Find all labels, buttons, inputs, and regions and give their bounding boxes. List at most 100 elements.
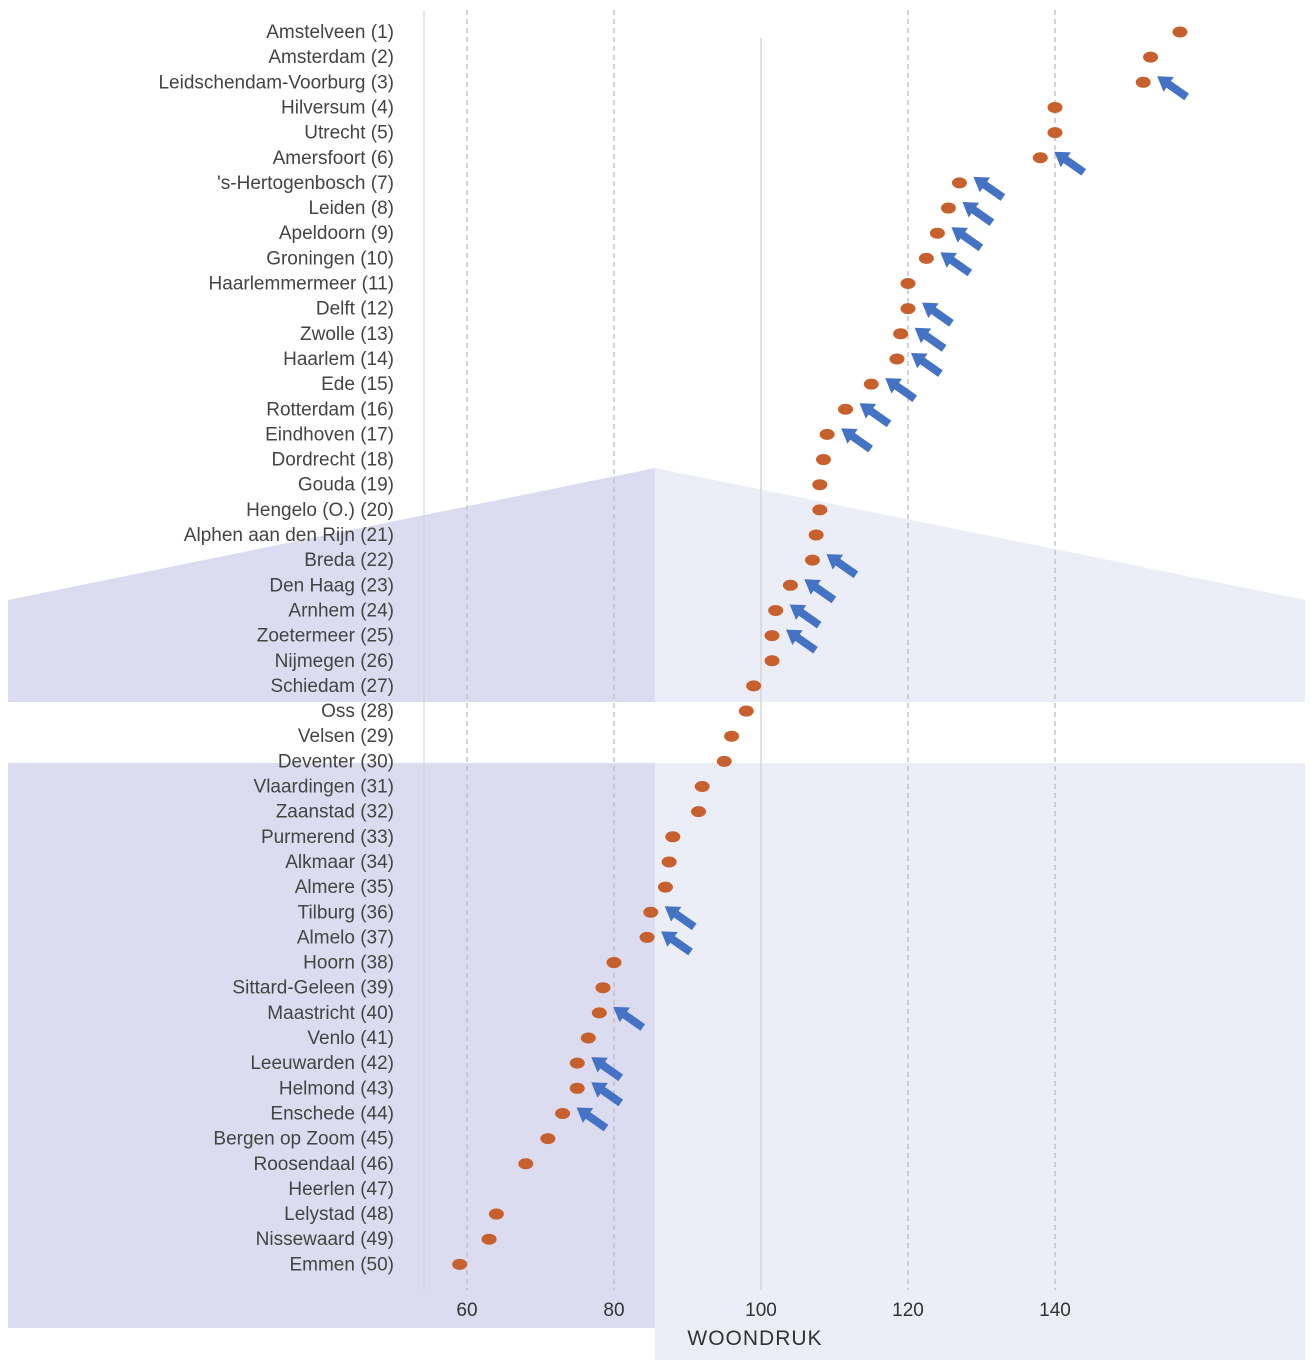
- category-label: Hilversum (4): [281, 97, 394, 118]
- data-point: [580, 1032, 596, 1044]
- data-point: [893, 328, 909, 340]
- data-point: [724, 730, 740, 742]
- data-point: [746, 680, 762, 692]
- data-point: [808, 529, 824, 541]
- data-point: [929, 227, 945, 239]
- highlight-arrow: [922, 302, 954, 327]
- x-axis-title: WOONDRUK: [687, 1327, 822, 1350]
- data-point: [694, 781, 710, 792]
- category-label: Amstelveen (1): [266, 22, 394, 43]
- category-label: Oss (28): [321, 701, 394, 722]
- category-label: Utrecht (5): [304, 123, 394, 144]
- category-label: Schiedam (27): [270, 676, 394, 697]
- highlight-arrow: [591, 1057, 624, 1082]
- background-bands: [8, 468, 1305, 1360]
- category-label: Haarlemmermeer (11): [209, 274, 394, 295]
- category-label: Roosendaal (46): [254, 1154, 394, 1175]
- data-point: [1047, 101, 1063, 113]
- data-point: [918, 252, 934, 264]
- data-point: [716, 755, 732, 767]
- highlight-arrow: [951, 227, 984, 252]
- category-label: Eindhoven (17): [265, 424, 394, 445]
- x-tick-label: 80: [603, 1300, 624, 1321]
- data-point: [691, 806, 707, 818]
- data-point: [900, 303, 916, 315]
- category-label: Zoetermeer (25): [257, 626, 394, 647]
- data-point: [900, 278, 916, 289]
- data-point: [665, 831, 681, 843]
- x-tick-label: 140: [1039, 1300, 1071, 1321]
- data-points: [452, 26, 1188, 1270]
- category-label: Haarlem (14): [283, 349, 394, 370]
- highlight-arrow: [664, 906, 697, 931]
- category-label: Arnhem (24): [288, 600, 394, 621]
- highlight-arrow: [591, 1082, 624, 1107]
- category-label: Amsterdam (2): [268, 47, 394, 68]
- x-tick-label: 60: [456, 1300, 477, 1321]
- highlight-arrow: [885, 378, 918, 403]
- x-tick-labels: 60 80 100 120 140: [456, 1300, 1070, 1321]
- category-label: Tilburg (36): [298, 902, 394, 923]
- data-point: [764, 655, 780, 667]
- band-lower-right: [655, 763, 1305, 1360]
- category-label: Ede (15): [321, 374, 394, 395]
- category-label: Den Haag (23): [269, 575, 394, 596]
- category-label: Gouda (19): [298, 475, 394, 496]
- category-label: Leiden (8): [308, 198, 394, 219]
- category-label: Helmond (43): [279, 1078, 394, 1099]
- data-point: [661, 856, 677, 868]
- data-point: [591, 1007, 607, 1019]
- category-label: Hoorn (38): [303, 953, 394, 974]
- highlight-arrow: [841, 428, 873, 453]
- category-label: Enschede (44): [270, 1103, 394, 1124]
- category-label: 's-Hertogenbosch (7): [217, 173, 394, 194]
- data-point: [518, 1158, 534, 1170]
- data-point: [540, 1133, 556, 1145]
- category-labels: Amstelveen (1) Amsterdam (2) Leidschendam-…: [158, 22, 394, 1275]
- highlight-arrow: [613, 1006, 646, 1031]
- data-point: [863, 378, 879, 390]
- category-label: Nijmegen (26): [275, 651, 394, 672]
- category-label: Bergen op Zoom (45): [213, 1129, 394, 1150]
- data-point: [555, 1107, 571, 1119]
- category-label: Rotterdam (16): [266, 399, 394, 420]
- category-label: Venlo (41): [307, 1028, 394, 1049]
- category-label: Leidschendam-Voorburg (3): [158, 72, 394, 93]
- category-label: Zaanstad (32): [276, 802, 394, 823]
- category-label: Hengelo (O.) (20): [246, 500, 394, 521]
- data-point: [452, 1258, 468, 1270]
- category-label: Groningen (10): [266, 248, 394, 269]
- data-point: [1032, 152, 1048, 164]
- highlight-arrow: [962, 202, 995, 226]
- highlight-arrow: [1054, 151, 1087, 176]
- data-point: [606, 957, 622, 969]
- data-point: [1172, 26, 1188, 38]
- category-label: Alphen aan den Rijn (21): [184, 525, 394, 546]
- data-point: [643, 906, 659, 918]
- data-point: [1143, 51, 1159, 63]
- data-point: [815, 454, 831, 466]
- data-point: [569, 1057, 585, 1069]
- band-upper-left: [8, 468, 655, 702]
- highlight-arrow: [789, 604, 822, 629]
- data-point: [782, 579, 798, 591]
- highlight-arrow: [826, 554, 859, 579]
- category-label: Vlaardingen (31): [254, 777, 394, 798]
- data-point: [764, 630, 780, 642]
- category-label: Delft (12): [316, 299, 394, 320]
- data-point: [488, 1208, 504, 1220]
- data-point: [804, 554, 820, 566]
- category-label: Amersfoort (6): [273, 148, 394, 169]
- category-label: Almere (35): [295, 877, 394, 898]
- data-point: [657, 881, 673, 893]
- x-tick-label: 100: [745, 1300, 777, 1321]
- category-label: Maastricht (40): [267, 1003, 394, 1024]
- category-label: Alkmaar (34): [285, 852, 394, 873]
- highlight-arrow: [1157, 76, 1189, 101]
- highlight-arrow: [914, 327, 947, 352]
- category-label: Nissewaard (49): [256, 1229, 394, 1250]
- band-upper-right: [655, 468, 1305, 702]
- category-label: Apeldoorn (9): [279, 223, 394, 244]
- data-point: [940, 202, 956, 214]
